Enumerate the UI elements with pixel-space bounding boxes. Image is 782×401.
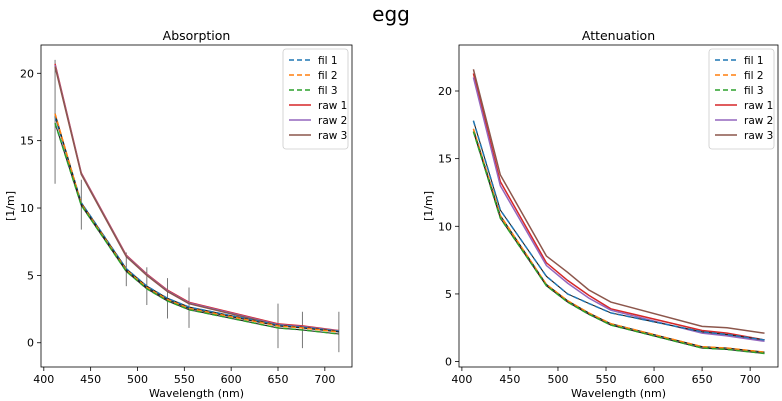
attenuation-legend-label: fil 3 [744,85,764,97]
absorption-y-tick-label: 10 [20,202,34,215]
attenuation-y-tick-label: 5 [445,288,452,301]
absorption-legend: fil 1 fil 2 fil 3 raw 1 raw 2 raw 3 [282,48,349,150]
attenuation-legend: fil 1 fil 2 fil 3 raw 1 raw 2 raw 3 [708,48,775,150]
attenuation-y-tick-label: 20 [438,85,452,98]
attenuation-legend-label: raw 2 [744,115,773,127]
absorption-legend-label: fil 2 [318,70,338,82]
absorption-x-tick-label: 600 [221,373,242,386]
absorption-ylabel: [1/m] [4,191,17,221]
attenuation-series-raw-1 [472,73,765,341]
absorption-y-tick-label: 15 [20,135,34,148]
attenuation-x-tick-label: 400 [451,373,472,386]
attenuation-legend-label: raw 3 [744,130,773,142]
absorption-y-tick-label: 5 [27,269,34,282]
attenuation-legend-label: raw 1 [744,100,773,112]
attenuation-x-tick-label: 450 [499,373,520,386]
absorption-y-tick-label: 0 [27,337,34,350]
attenuation-series-shadow [472,131,765,355]
attenuation-x-tick-label: 650 [692,373,713,386]
absorption-x-tick-label: 650 [267,373,288,386]
absorption-series-fil-2 [54,113,339,333]
absorption-x-tick-label: 550 [174,373,195,386]
absorption-plot-area [54,59,340,353]
attenuation-axes-frame [458,44,779,368]
absorption-series-fil-3 [54,122,339,335]
attenuation-legend-label: fil 1 [744,55,764,67]
absorption-xlabel: Wavelength (nm) [149,387,244,400]
attenuation-title: Attenuation [582,28,655,43]
attenuation-series-raw-3 [472,69,765,334]
attenuation-legend-box [708,48,775,150]
absorption-legend-label: fil 3 [318,85,338,97]
absorption-legend-box [282,48,349,150]
attenuation-panel: 400 450 500 550 600 650 700 0 5 10 15 20 Attenuation… [422,28,779,400]
attenuation-x-tick-label: 550 [596,373,617,386]
attenuation-x-tick-label: 700 [740,373,761,386]
attenuation-plot-area [472,69,765,355]
absorption-legend-label: raw 3 [318,130,347,142]
absorption-title: Absorption [163,28,231,43]
attenuation-x-tick-label: 600 [644,373,665,386]
absorption-legend-label: fil 1 [318,55,338,67]
absorption-x-tick-label: 500 [127,373,148,386]
absorption-panel: 400 450 500 550 600 650 700 0 5 10 15 20 Absorption W… [4,28,353,400]
attenuation-series-fil-3 [472,131,765,355]
figure-title: egg [372,2,410,26]
absorption-legend-label: raw 2 [318,115,347,127]
absorption-series-fil-1 [54,116,339,333]
attenuation-y-tick-label: 10 [438,220,452,233]
attenuation-series-raw-2 [472,77,765,343]
attenuation-legend-label: fil 2 [744,70,764,82]
attenuation-series-fil-2 [472,128,765,353]
absorption-x-tick-label: 400 [33,373,54,386]
attenuation-x-tick-label: 500 [547,373,568,386]
attenuation-y-tick-label: 0 [445,356,452,369]
attenuation-series-shadow [472,120,765,341]
absorption-x-tick-label: 450 [80,373,101,386]
absorption-axes-frame [40,44,353,368]
attenuation-xlabel: Wavelength (nm) [571,387,666,400]
attenuation-ylabel: [1/m] [422,191,435,221]
attenuation-y-tick-label: 15 [438,153,452,166]
attenuation-series-fil-1 [472,120,765,341]
absorption-legend-label: raw 1 [318,100,347,112]
absorption-y-tick-label: 20 [20,67,34,80]
absorption-x-tick-label: 700 [314,373,335,386]
